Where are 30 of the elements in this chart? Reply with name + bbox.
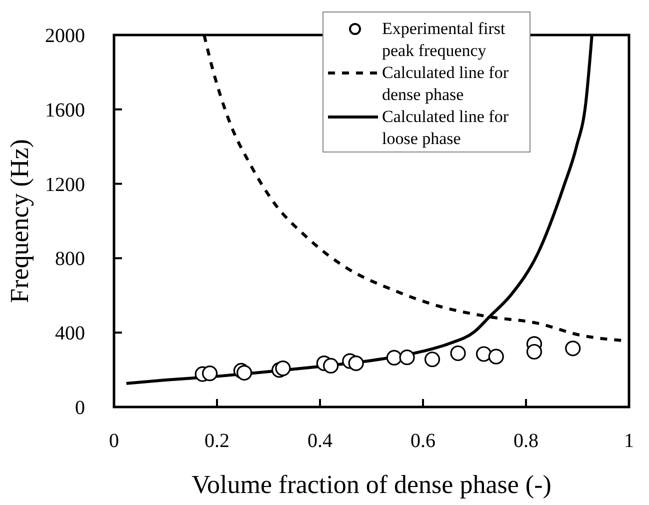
legend-label: Calculated line for loose phase [382,107,509,148]
point [488,348,504,364]
point [348,355,364,372]
x-tick-label: 0 [109,430,119,452]
point [386,350,402,366]
point [565,340,581,356]
x-tick-label: 0.8 [514,430,538,452]
x-axis-title: Volume fraction of dense phase (-) [192,470,552,499]
x-tick-label: 0.6 [410,430,436,452]
y-tick-label: 0 [75,397,85,419]
point [424,352,440,368]
point [275,360,291,376]
point [399,350,415,366]
y-tick-label: 800 [55,248,85,270]
point [476,346,492,362]
point [450,345,466,362]
y-tick-label: 1600 [45,99,85,122]
legend-label: Calculated line for dense phase [382,63,509,104]
point [323,358,339,374]
y-tick-label: 1200 [45,174,85,196]
x-tick-label: 0.4 [308,430,332,452]
point [236,364,252,381]
x-tick-label: 0.2 [204,430,230,452]
x-tick-label: 1 [624,430,634,452]
y-tick-label: 2000 [45,25,85,47]
legend-label: Experimental first peak frequency [382,19,506,60]
y-axis-title: Frequency (Hz) [5,139,34,303]
point [526,344,542,360]
point [202,366,218,382]
y-tick-label: 400 [55,322,85,345]
